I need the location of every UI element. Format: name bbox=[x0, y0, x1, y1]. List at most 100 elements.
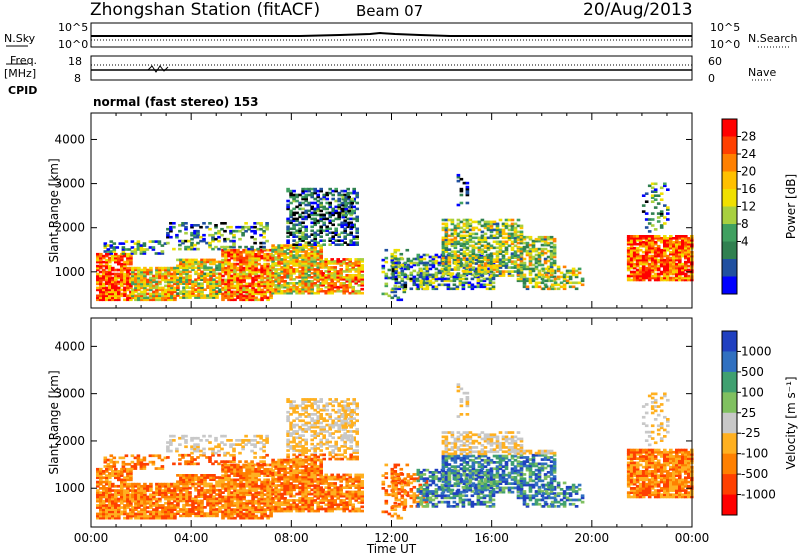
data-cell bbox=[549, 279, 554, 283]
data-cell bbox=[301, 291, 305, 295]
data-cell bbox=[571, 285, 576, 289]
data-cell bbox=[233, 258, 237, 262]
data-cell bbox=[218, 276, 222, 280]
data-cell bbox=[638, 278, 643, 282]
data-cell bbox=[209, 478, 213, 481]
data-cell bbox=[277, 258, 281, 261]
data-cell bbox=[663, 240, 667, 244]
data-cell bbox=[188, 474, 192, 477]
data-cell bbox=[111, 504, 115, 507]
data-cell bbox=[140, 274, 144, 278]
data-cell bbox=[348, 274, 352, 277]
data-cell bbox=[425, 279, 430, 283]
data-cell bbox=[470, 261, 475, 265]
data-cell bbox=[644, 218, 649, 221]
data-cell bbox=[507, 272, 512, 275]
data-cell bbox=[337, 239, 341, 242]
data-cell bbox=[134, 272, 138, 276]
data-cell bbox=[239, 286, 243, 290]
data-cell bbox=[632, 254, 637, 258]
data-cell bbox=[626, 278, 631, 282]
data-cell bbox=[123, 510, 127, 514]
data-cell bbox=[157, 252, 162, 255]
data-cell bbox=[292, 284, 296, 287]
data-cell bbox=[223, 237, 227, 241]
data-cell bbox=[330, 282, 334, 285]
data-cell bbox=[146, 296, 150, 300]
data-cell bbox=[146, 288, 150, 292]
data-cell bbox=[409, 259, 414, 263]
data-cell bbox=[474, 232, 479, 236]
data-cell bbox=[170, 298, 174, 302]
data-cell bbox=[208, 243, 212, 247]
data-cell bbox=[504, 262, 509, 265]
data-cell bbox=[565, 275, 570, 279]
data-cell bbox=[99, 467, 103, 471]
data-cell bbox=[310, 284, 314, 287]
data-cell bbox=[99, 252, 103, 256]
data-cell bbox=[148, 240, 153, 243]
data-cell bbox=[126, 294, 130, 298]
data-cell bbox=[111, 493, 115, 497]
data-cell bbox=[155, 489, 159, 492]
data-cell bbox=[331, 209, 335, 213]
data-cell bbox=[155, 282, 159, 286]
data-cell bbox=[324, 262, 328, 265]
data-cell bbox=[452, 287, 457, 291]
data-cell bbox=[236, 276, 240, 280]
data-cell bbox=[468, 240, 473, 244]
data-cell bbox=[105, 288, 109, 292]
data-cell bbox=[254, 282, 258, 286]
data-cell bbox=[277, 252, 281, 255]
data-cell bbox=[681, 246, 685, 250]
data-cell bbox=[425, 261, 430, 265]
data-cell bbox=[513, 228, 518, 232]
data-cell bbox=[102, 288, 106, 292]
data-cell bbox=[99, 284, 103, 288]
data-cell bbox=[431, 259, 436, 263]
data-cell bbox=[647, 256, 652, 260]
data-cell bbox=[245, 264, 249, 268]
data-cell bbox=[241, 233, 245, 237]
data-cell bbox=[245, 472, 249, 475]
data-cell bbox=[211, 235, 215, 239]
data-cell bbox=[342, 291, 346, 295]
data-cell bbox=[215, 476, 219, 479]
y-tick-label: 4000 bbox=[54, 132, 85, 146]
data-cell bbox=[126, 276, 130, 280]
data-cell bbox=[295, 241, 299, 244]
data-cell bbox=[197, 262, 201, 266]
data-cell bbox=[310, 187, 314, 191]
data-cell bbox=[248, 290, 252, 294]
data-cell bbox=[218, 495, 222, 498]
data-cell bbox=[421, 279, 426, 283]
data-cell bbox=[644, 212, 649, 215]
data-cell bbox=[161, 292, 165, 296]
data-cell bbox=[197, 260, 201, 264]
data-cell bbox=[212, 280, 216, 283]
data-cell bbox=[256, 222, 260, 225]
data-cell bbox=[322, 197, 326, 201]
data-cell bbox=[393, 248, 398, 252]
data-cell bbox=[687, 239, 691, 242]
data-cell bbox=[319, 239, 323, 242]
data-cell bbox=[495, 258, 500, 261]
data-cell bbox=[412, 263, 417, 267]
data-cell bbox=[336, 285, 340, 289]
data-cell bbox=[327, 291, 331, 295]
data-cell bbox=[471, 228, 476, 232]
data-cell bbox=[444, 256, 449, 259]
data-cell bbox=[644, 239, 649, 242]
data-cell bbox=[224, 282, 228, 286]
data-cell bbox=[129, 470, 133, 473]
data-cell bbox=[108, 270, 112, 274]
data-cell bbox=[143, 506, 147, 509]
data-cell bbox=[99, 474, 103, 477]
data-cell bbox=[345, 268, 349, 271]
data-cell bbox=[227, 296, 231, 300]
data-cell bbox=[167, 278, 171, 282]
data-cell bbox=[510, 246, 515, 250]
data-cell bbox=[304, 197, 308, 201]
data-cell bbox=[200, 294, 204, 297]
data-cell bbox=[96, 254, 100, 258]
